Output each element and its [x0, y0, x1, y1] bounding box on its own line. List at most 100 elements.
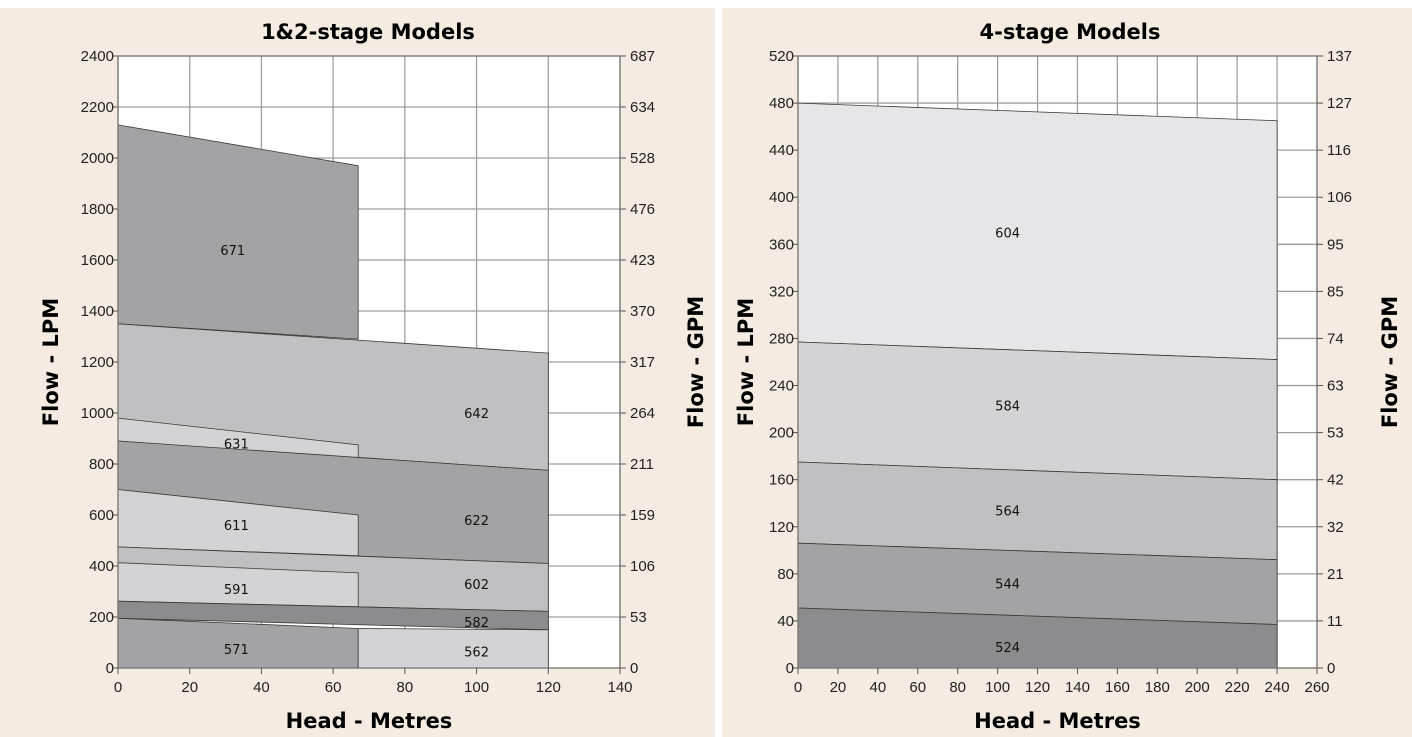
y-tick-label-600: 600: [89, 507, 114, 524]
y2-tick-label-106: 106: [630, 558, 655, 575]
x-tick-label-0: 0: [114, 679, 122, 696]
region-label-524: 524: [995, 641, 1020, 656]
ticks-left: 0 20 40 60 80 100 120 1400200400600800100012001…: [81, 48, 655, 696]
y-tick-label-1200: 1200: [81, 354, 114, 371]
x-tick-label-180: 180: [1145, 679, 1170, 696]
region-label-611: 611: [224, 519, 249, 534]
y2-tick-label-11: 11: [1327, 613, 1343, 630]
y2-tick-label-32: 32: [1327, 519, 1344, 536]
x-tick-label-80: 80: [397, 679, 414, 696]
y2-tick-label-85: 85: [1327, 283, 1344, 300]
y2-tick-label-21: 21: [1327, 566, 1344, 583]
y2-tick-label-42: 42: [1327, 472, 1344, 489]
y-tick-label-360: 360: [769, 236, 794, 253]
regions-right: 604 584 564 544 524: [797, 102, 1278, 669]
y2-tick-label-317: 317: [630, 354, 655, 371]
region-label-642: 642: [464, 407, 489, 422]
region-label-544: 544: [995, 577, 1020, 592]
y2-tick-label-116: 116: [1327, 142, 1351, 159]
region-label-671: 671: [220, 244, 245, 259]
region-604: [797, 102, 1278, 361]
x-axis-title-right: Head - Metres: [974, 709, 1141, 733]
region-564: [797, 461, 1278, 561]
x-tick-label-0: 0: [794, 679, 802, 696]
y2-tick-label-53: 53: [1327, 425, 1344, 442]
x-tick-label-140: 140: [607, 679, 632, 696]
y2-tick-label-95: 95: [1327, 236, 1344, 253]
y-tick-label-400: 400: [769, 189, 794, 206]
y-tick-label-0: 0: [786, 660, 794, 677]
y-tick-label-2000: 2000: [81, 150, 114, 167]
chart-right: 604 584 564 544 524 0 20 40 60 80 100 120 140 160 180 2…: [734, 20, 1402, 733]
y-tick-label-200: 200: [89, 609, 114, 626]
regions-left: 671 642 631 622 611 602 591 582 571 562: [117, 124, 549, 669]
y2-tick-label-63: 63: [1327, 378, 1344, 395]
y-tick-label-240: 240: [769, 378, 794, 395]
x-tick-label-40: 40: [870, 679, 887, 696]
x-tick-label-100: 100: [985, 679, 1010, 696]
x-tick-label-20: 20: [181, 679, 198, 696]
y2-tick-label-476: 476: [630, 201, 655, 218]
x-tick-label-20: 20: [830, 679, 847, 696]
y2-axis-title-right: Flow - GPM: [1378, 296, 1402, 428]
x-axis-title-left: Head - Metres: [286, 709, 453, 733]
chart-left: 671 642 631 622 611 602 591 582 571 562 0 20 40 60 80 1…: [39, 20, 708, 733]
region-label-631: 631: [224, 438, 249, 453]
region-562: [357, 628, 549, 669]
y-tick-label-200: 200: [769, 425, 794, 442]
chart-panel-left: 671 642 631 622 611 602 591 582 571 562 0 20 40 60 80 1…: [0, 8, 715, 737]
y-tick-label-0: 0: [106, 660, 114, 677]
x-tick-label-220: 220: [1225, 679, 1250, 696]
chart-panel-right: 604 584 564 544 524 0 20 40 60 80 100 120 140 160 180 2…: [722, 8, 1412, 737]
x-tick-label-140: 140: [1065, 679, 1090, 696]
x-tick-label-260: 260: [1304, 679, 1329, 696]
y2-tick-label-159: 159: [630, 507, 655, 524]
y-tick-label-1800: 1800: [81, 201, 114, 218]
y2-tick-label-74: 74: [1327, 330, 1344, 347]
y-tick-label-80: 80: [777, 566, 794, 583]
y2-tick-label-370: 370: [630, 303, 655, 320]
region-label-622: 622: [464, 514, 489, 529]
chart-title-left: 1&2-stage Models: [261, 20, 475, 44]
x-tick-label-240: 240: [1265, 679, 1290, 696]
ticks-right: 0 20 40 60 80 100 120 140 160 180 200 220 240 260 0 40 8…: [769, 48, 1352, 696]
y2-axis-title-left: Flow - GPM: [684, 296, 708, 428]
plot-frame-right: [797, 55, 1318, 669]
y-tick-label-120: 120: [769, 519, 794, 536]
x-tick-label-120: 120: [1025, 679, 1050, 696]
y2-tick-label-127: 127: [1327, 95, 1352, 112]
x-tick-label-80: 80: [949, 679, 966, 696]
region-label-604: 604: [995, 227, 1020, 242]
y-tick-label-400: 400: [89, 558, 114, 575]
y-tick-label-1000: 1000: [81, 405, 114, 422]
region-label-591: 591: [224, 583, 249, 598]
y-tick-label-40: 40: [777, 613, 794, 630]
y2-tick-label-0: 0: [630, 660, 638, 677]
region-label-562: 562: [464, 645, 489, 660]
x-tick-label-100: 100: [464, 679, 489, 696]
y-tick-label-280: 280: [769, 330, 794, 347]
x-tick-label-40: 40: [253, 679, 270, 696]
x-tick-label-160: 160: [1105, 679, 1130, 696]
y-tick-label-1400: 1400: [81, 303, 114, 320]
y-tick-label-2200: 2200: [81, 99, 114, 116]
x-tick-label-200: 200: [1185, 679, 1210, 696]
y-tick-label-480: 480: [769, 95, 794, 112]
x-tick-label-60: 60: [325, 679, 342, 696]
region-label-582: 582: [464, 616, 489, 631]
y2-tick-label-137: 137: [1327, 48, 1352, 65]
y-tick-label-1600: 1600: [81, 252, 114, 269]
y-tick-label-800: 800: [89, 456, 114, 473]
y2-tick-label-264: 264: [630, 405, 655, 422]
y2-tick-label-0: 0: [1327, 660, 1335, 677]
y2-tick-label-687: 687: [630, 48, 655, 65]
y2-tick-label-423: 423: [630, 252, 655, 269]
y-tick-label-320: 320: [769, 283, 794, 300]
y-tick-label-2400: 2400: [81, 48, 114, 65]
x-tick-label-120: 120: [536, 679, 561, 696]
y-tick-label-160: 160: [769, 472, 794, 489]
y2-tick-label-528: 528: [630, 150, 655, 167]
y2-tick-label-53: 53: [630, 609, 647, 626]
y-tick-label-520: 520: [769, 48, 794, 65]
y-axis-title-left: Flow - LPM: [39, 298, 63, 426]
